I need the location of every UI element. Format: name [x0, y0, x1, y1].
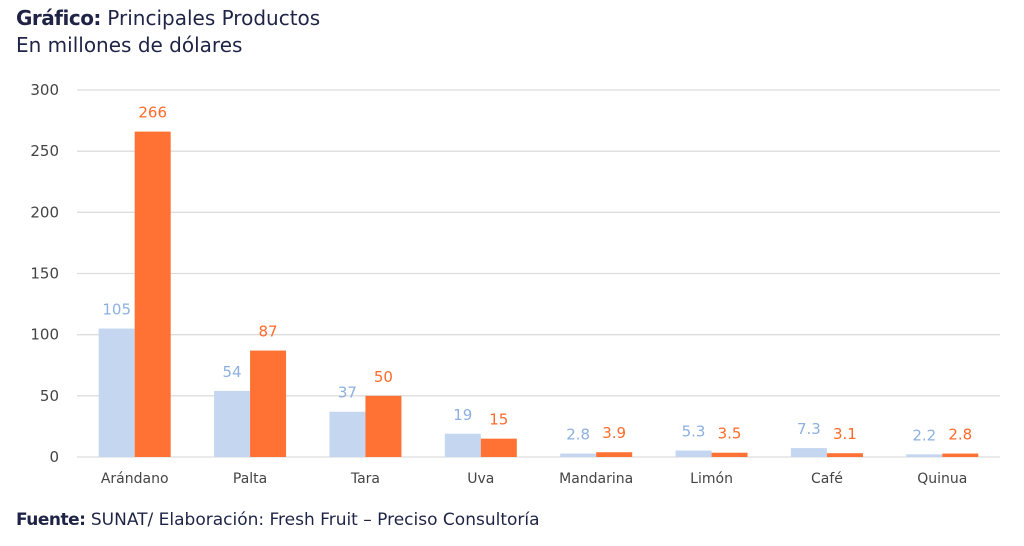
x-category-label: Arándano [101, 471, 169, 487]
x-category-label: Tara [350, 471, 380, 487]
bar-series-2 [365, 395, 402, 457]
data-labels: 105 266 54 87 37 50 19 15 2.8 3.9 5.3 3.5 7.3 3.1 2.2 2… [102, 104, 972, 445]
source-text: SUNAT/ Elaboración: Fresh Fruit – Precis… [85, 510, 540, 530]
bar-series-2 [134, 131, 171, 458]
x-category-label: Limón [690, 471, 733, 487]
chart-subtitle: En millones de dólares [16, 33, 243, 57]
data-label: 50 [374, 368, 393, 386]
y-tick-label: 250 [30, 142, 59, 160]
bar-series-2 [942, 453, 979, 457]
y-tick-label: 200 [30, 203, 59, 221]
bar-series-1 [675, 450, 712, 457]
y-tick-label: 50 [40, 387, 59, 405]
bar-series-2 [826, 453, 863, 457]
y-axis-ticks: 0 50 100 150 200 250 300 [30, 81, 59, 466]
x-category-label: Quinua [917, 471, 967, 487]
x-category-label: Mandarina [559, 471, 633, 487]
title-prefix: Gráfico: [16, 6, 101, 30]
data-label: 54 [223, 363, 242, 381]
bar-series-2 [250, 350, 287, 457]
data-label: 3.5 [718, 425, 742, 443]
y-tick-label: 100 [30, 326, 59, 344]
data-label: 7.3 [797, 420, 821, 438]
data-label: 37 [338, 384, 357, 402]
x-category-label: Café [811, 471, 843, 487]
data-label: 105 [102, 301, 131, 319]
data-label: 87 [259, 323, 278, 341]
bar-series-2 [711, 452, 748, 457]
x-axis-categories: Arándano Palta Tara Uva Mandarina Limón Café Qu… [101, 471, 968, 487]
bar-series-1 [906, 454, 943, 457]
bar-series-1 [98, 328, 135, 457]
data-label: 15 [489, 411, 508, 429]
data-label: 2.8 [566, 426, 590, 444]
bars [98, 131, 979, 458]
data-label: 3.9 [602, 424, 626, 442]
y-tick-label: 150 [30, 265, 59, 283]
data-label: 5.3 [682, 423, 706, 441]
source-note: Fuente: SUNAT/ Elaboración: Fresh Fruit … [16, 510, 540, 530]
x-category-label: Uva [467, 471, 494, 487]
title-text: Principales Productos [100, 6, 321, 30]
y-tick-label: 0 [49, 448, 59, 466]
data-label: 3.1 [833, 425, 857, 443]
data-label: 2.8 [948, 426, 972, 444]
bar-series-1 [214, 390, 251, 457]
data-label: 266 [138, 104, 167, 122]
chart-title: Gráfico: Principales Productos [16, 5, 320, 32]
data-label: 2.2 [912, 426, 936, 444]
bar-series-1 [560, 453, 597, 457]
chart-title-block: Gráfico: Principales Productos En millon… [16, 5, 320, 59]
y-tick-label: 300 [30, 81, 59, 99]
x-category-label: Palta [233, 471, 267, 487]
data-label: 19 [453, 406, 472, 424]
bar-series-1 [790, 448, 827, 457]
bar-series-1 [444, 433, 481, 457]
bar-series-1 [329, 411, 366, 457]
bar-series-2 [596, 452, 633, 457]
bar-series-2 [480, 438, 517, 457]
source-prefix: Fuente: [16, 510, 86, 530]
